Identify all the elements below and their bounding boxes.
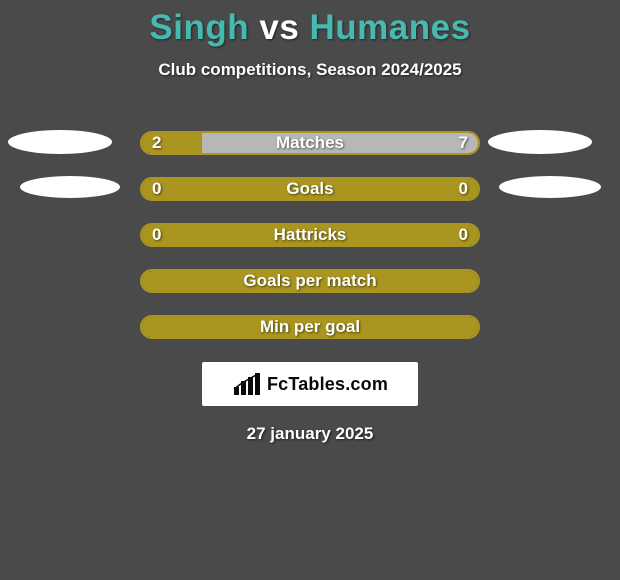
stat-bar-left [142, 133, 202, 155]
stat-row: Matches27 [0, 120, 620, 166]
avatar-placeholder-left [20, 176, 120, 198]
player1-name: Singh [149, 8, 249, 47]
stat-row: Min per goal [0, 304, 620, 350]
comparison-infographic: Singh vs Humanes Club competitions, Seas… [0, 0, 620, 580]
stat-row: Hattricks00 [0, 212, 620, 258]
stat-bar [140, 177, 480, 201]
stat-bar-left [142, 225, 478, 247]
stat-bar-left [142, 271, 478, 293]
stat-bar [140, 315, 480, 339]
logo-bars-icon [232, 371, 262, 397]
logo-box: FcTables.com [202, 362, 418, 406]
stat-rows: Matches27Goals00Hattricks00Goals per mat… [0, 120, 620, 350]
stat-bar [140, 131, 480, 155]
logo-text: FcTables.com [267, 374, 388, 395]
stat-bar [140, 269, 480, 293]
stat-bar-right [202, 133, 478, 155]
avatar-placeholder-right [499, 176, 601, 198]
stat-bar-left [142, 317, 478, 339]
avatar-placeholder-right [488, 130, 592, 154]
page-title: Singh vs Humanes [0, 0, 620, 48]
avatar-placeholder-left [8, 130, 112, 154]
stat-bar [140, 223, 480, 247]
stat-row: Goals00 [0, 166, 620, 212]
stat-bar-left [142, 179, 478, 201]
stat-row: Goals per match [0, 258, 620, 304]
subtitle: Club competitions, Season 2024/2025 [0, 60, 620, 80]
title-vs: vs [259, 8, 299, 47]
date-text: 27 january 2025 [0, 424, 620, 444]
player2-name: Humanes [310, 8, 471, 47]
